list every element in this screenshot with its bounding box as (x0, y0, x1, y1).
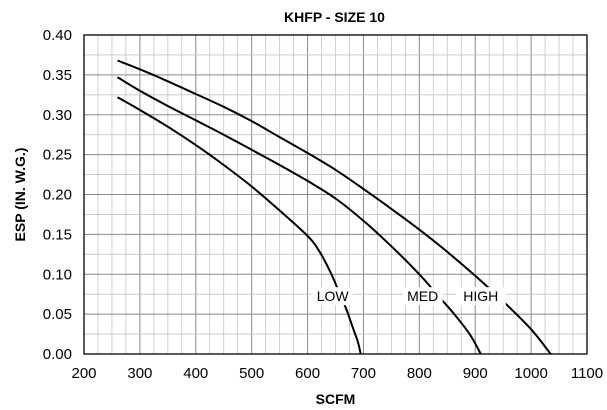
y-tick-label: 0.10 (43, 266, 72, 283)
x-tick-label: 900 (463, 365, 488, 382)
x-axis-title: SCFM (316, 391, 356, 407)
series-line-high (117, 59, 552, 355)
curve-label-med: MED (407, 288, 438, 304)
x-tick-label: 500 (239, 365, 264, 382)
x-tick-label: 700 (351, 365, 376, 382)
y-tick-label: 0.00 (43, 346, 72, 363)
y-tick-label: 0.05 (43, 306, 72, 323)
y-tick-label: 0.15 (43, 226, 72, 243)
plot-frame (83, 34, 588, 355)
x-tick-label: 1000 (514, 365, 547, 382)
y-tick-label: 0.40 (43, 27, 72, 44)
y-tick-label: 0.25 (43, 147, 72, 164)
y-tick-label: 0.30 (43, 107, 72, 124)
x-tick-label: 800 (407, 365, 432, 382)
chart-title: KHFP - SIZE 10 (284, 9, 385, 25)
y-tick-label: 0.20 (43, 187, 72, 204)
y-axis-title: ESP (IN. W.G.) (12, 148, 28, 242)
x-tick-label: 200 (71, 365, 96, 382)
x-tick-label: 600 (295, 365, 320, 382)
chart-grid (83, 34, 588, 355)
curve-label-bg-med (402, 287, 443, 306)
curve-label-high: HIGH (463, 288, 498, 304)
x-tick-label: 300 (127, 365, 152, 382)
curve-label-low: LOW (317, 288, 350, 304)
series-line-med (116, 76, 482, 355)
x-tick-label: 400 (183, 365, 208, 382)
x-tick-label: 1100 (571, 365, 603, 382)
y-tick-label: 0.35 (43, 67, 72, 84)
y-tick-labels: 0.00 0.05 0.10 0.15 0.20 0.25 0.30 0.35 0.40 (43, 27, 72, 363)
chart-curve-labels: LOW MED HIGH (312, 287, 506, 306)
x-tick-labels: 200 300 400 500 600 700 800 900 1000 1100 (71, 365, 603, 382)
chart-curves (116, 59, 552, 355)
series-line-low (117, 96, 362, 355)
curve-label-bg-low (312, 287, 353, 306)
curve-label-bg-high (455, 287, 506, 306)
